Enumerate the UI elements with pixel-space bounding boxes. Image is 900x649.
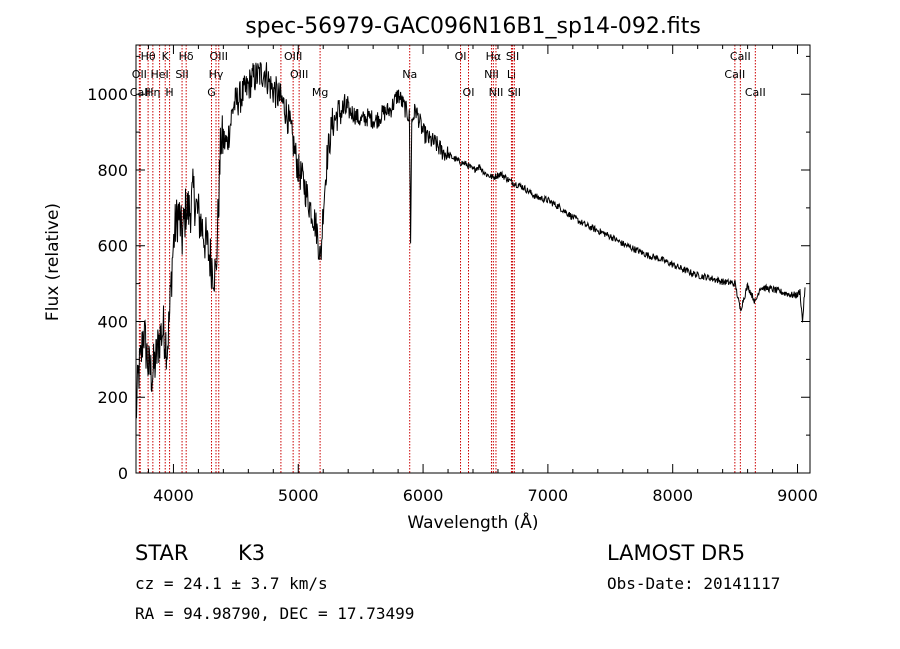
line-marker-label: OIII <box>290 68 308 81</box>
line-marker-label: Hδ <box>179 50 194 63</box>
line-marker-label: CaII <box>130 86 151 99</box>
y-axis-label: Flux (relative) <box>43 203 63 321</box>
line-marker-label: NII <box>489 86 504 99</box>
line-marker-label: H <box>165 86 173 99</box>
line-marker-label: Hθ <box>141 50 156 63</box>
line-marker-label: Na <box>402 68 417 81</box>
line-marker-label: OIII <box>210 50 228 63</box>
line-marker-label: G <box>207 86 216 99</box>
line-marker-label: CaII <box>724 68 745 81</box>
obs-date-text: Obs-Date: 20141117 <box>607 574 781 593</box>
y-axis: 0 200 400 600 800 1000 <box>87 55 810 483</box>
redshift-text: cz = 24.1 ± 3.7 km/s <box>135 574 328 593</box>
x-tick-label: 4000 <box>153 486 194 505</box>
y-tick-label: 0 <box>118 464 128 483</box>
line-marker-label: OI <box>463 86 475 99</box>
y-tick-label: 600 <box>97 237 128 256</box>
line-marker-label: Hγ <box>209 68 224 81</box>
line-marker-label: Hα <box>486 50 502 63</box>
x-axis: 4000 5000 6000 7000 8000 9000 <box>147 45 818 505</box>
line-marker-label: SII <box>508 86 521 99</box>
line-marker-label: CaII <box>730 50 751 63</box>
spectrum-line <box>135 62 806 419</box>
spectrum-chart: spec-56979-GAC096N16B1_sp14-092.fits Hθ O… <box>43 14 818 533</box>
y-tick-label: 1000 <box>87 85 128 104</box>
line-marker-label: CaII <box>745 86 766 99</box>
survey-label: LAMOST DR5 <box>607 541 746 565</box>
x-tick-label: 9000 <box>777 486 818 505</box>
line-marker-label: Mg <box>312 86 328 99</box>
x-tick-label: 8000 <box>652 486 693 505</box>
line-marker-label: HeI <box>150 68 168 81</box>
y-tick-label: 200 <box>97 388 128 407</box>
x-tick-label: 6000 <box>403 486 444 505</box>
line-marker-label: OIII <box>284 50 302 63</box>
object-class: STAR <box>135 541 189 565</box>
line-marker-label: K <box>162 50 170 63</box>
y-tick-label: 400 <box>97 312 128 331</box>
line-marker-label: SII <box>175 68 188 81</box>
y-tick-label: 800 <box>97 161 128 180</box>
line-marker-label: OI <box>455 50 467 63</box>
x-tick-label: 7000 <box>528 486 569 505</box>
line-marker-label: SII <box>506 50 519 63</box>
line-marker-label: OII <box>132 68 147 81</box>
x-tick-label: 5000 <box>278 486 319 505</box>
coordinates-text: RA = 94.98790, DEC = 17.73499 <box>135 604 415 623</box>
spectral-subclass: K3 <box>238 541 266 565</box>
chart-title: spec-56979-GAC096N16B1_sp14-092.fits <box>245 14 701 39</box>
x-axis-label: Wavelength (Å) <box>407 511 538 533</box>
line-marker-label: NII <box>484 68 499 81</box>
line-marker-label: Li <box>507 68 516 81</box>
plot-frame <box>135 44 811 474</box>
line-marker-label: Hη <box>145 86 160 99</box>
